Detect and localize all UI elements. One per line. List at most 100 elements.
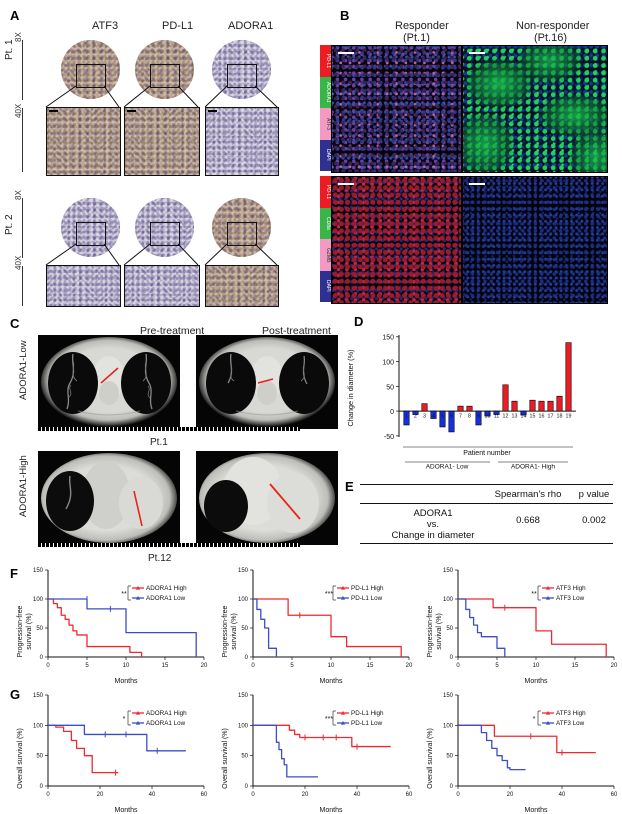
svg-text:Progression-free: Progression-free xyxy=(427,606,434,658)
svg-text:survival (%): survival (%) xyxy=(436,613,443,650)
svg-text:Change in diameter (%): Change in diameter (%) xyxy=(346,349,355,426)
svg-text:15: 15 xyxy=(572,663,579,669)
svg-text:60: 60 xyxy=(201,792,208,798)
svg-text:20: 20 xyxy=(201,663,208,669)
svg-text:50: 50 xyxy=(241,754,248,760)
svg-text:150: 150 xyxy=(382,335,394,342)
svg-text:Overall survival (%): Overall survival (%) xyxy=(427,728,434,789)
svg-text:Progression-free: Progression-free xyxy=(222,606,229,658)
svg-text:0: 0 xyxy=(456,663,460,669)
svg-text:ATF3 Low: ATF3 Low xyxy=(556,595,585,602)
svg-text:5: 5 xyxy=(290,663,294,669)
svg-text:5: 5 xyxy=(495,663,499,669)
svg-text:10: 10 xyxy=(485,414,491,420)
svg-text:40: 40 xyxy=(354,792,361,798)
svg-text:PD-L1 High: PD-L1 High xyxy=(351,585,384,592)
svg-text:20: 20 xyxy=(302,792,309,798)
svg-text:**: ** xyxy=(121,591,127,598)
svg-text:18: 18 xyxy=(557,414,563,420)
svg-text:9: 9 xyxy=(477,414,480,420)
svg-text:ADORA1- Low: ADORA1- Low xyxy=(426,464,469,471)
svg-text:8: 8 xyxy=(468,414,471,420)
svg-text:20: 20 xyxy=(507,792,514,798)
svg-text:0: 0 xyxy=(46,663,50,669)
svg-text:50: 50 xyxy=(36,626,43,632)
svg-text:14: 14 xyxy=(521,414,527,420)
svg-text:ATF3 High: ATF3 High xyxy=(556,585,586,592)
svg-text:50: 50 xyxy=(386,384,394,391)
svg-text:Overall survival (%): Overall survival (%) xyxy=(17,728,24,789)
svg-text:10: 10 xyxy=(533,663,540,669)
svg-text:100: 100 xyxy=(33,597,44,603)
svg-text:50: 50 xyxy=(241,626,248,632)
svg-text:0: 0 xyxy=(390,409,394,416)
svg-text:0: 0 xyxy=(245,784,249,790)
svg-text:2: 2 xyxy=(414,414,417,420)
svg-text:15: 15 xyxy=(367,663,374,669)
svg-text:50: 50 xyxy=(446,626,453,632)
svg-text:Overall survival (%): Overall survival (%) xyxy=(222,728,229,789)
svg-text:100: 100 xyxy=(443,597,454,603)
svg-text:60: 60 xyxy=(611,792,618,798)
svg-text:Months: Months xyxy=(320,807,343,814)
svg-text:Months: Months xyxy=(115,807,138,814)
svg-text:150: 150 xyxy=(33,568,44,574)
svg-text:ADORA1 Low: ADORA1 Low xyxy=(146,595,186,602)
svg-text:0: 0 xyxy=(40,784,44,790)
svg-text:1: 1 xyxy=(405,414,408,420)
svg-text:ADORA1 High: ADORA1 High xyxy=(146,585,187,592)
svg-text:150: 150 xyxy=(238,568,249,574)
svg-text:100: 100 xyxy=(443,723,454,729)
svg-text:15: 15 xyxy=(530,414,536,420)
svg-text:4: 4 xyxy=(432,414,435,420)
svg-text:100: 100 xyxy=(33,723,44,729)
svg-text:50: 50 xyxy=(446,754,453,760)
svg-text:0: 0 xyxy=(450,784,454,790)
svg-text:0: 0 xyxy=(46,792,50,798)
svg-text:***: *** xyxy=(325,716,333,723)
svg-text:10: 10 xyxy=(123,663,130,669)
svg-text:**: ** xyxy=(531,591,537,598)
svg-text:60: 60 xyxy=(406,792,413,798)
svg-text:5: 5 xyxy=(85,663,89,669)
svg-text:-50: -50 xyxy=(384,434,394,441)
svg-text:5: 5 xyxy=(441,414,444,420)
svg-text:***: *** xyxy=(325,591,333,598)
svg-text:*: * xyxy=(123,716,126,723)
svg-text:100: 100 xyxy=(382,359,394,366)
svg-text:*: * xyxy=(533,716,536,723)
svg-text:20: 20 xyxy=(406,663,413,669)
svg-text:survival (%): survival (%) xyxy=(231,613,238,650)
svg-text:7: 7 xyxy=(459,414,462,420)
svg-text:12: 12 xyxy=(503,414,509,420)
svg-text:150: 150 xyxy=(443,693,454,699)
svg-text:ATF3 Low: ATF3 Low xyxy=(556,720,585,727)
svg-text:Months: Months xyxy=(525,678,548,685)
svg-text:ADORA1 Low: ADORA1 Low xyxy=(146,720,186,727)
svg-text:3: 3 xyxy=(423,414,426,420)
svg-text:Months: Months xyxy=(525,807,548,814)
svg-text:20: 20 xyxy=(97,792,104,798)
svg-text:6: 6 xyxy=(450,414,453,420)
svg-text:0: 0 xyxy=(251,792,255,798)
svg-text:19: 19 xyxy=(566,414,572,420)
svg-text:PD-L1 High: PD-L1 High xyxy=(351,710,384,717)
svg-text:PD-L1 Low: PD-L1 Low xyxy=(351,720,383,727)
svg-text:150: 150 xyxy=(33,693,44,699)
svg-text:Months: Months xyxy=(115,678,138,685)
svg-text:PD-L1 Low: PD-L1 Low xyxy=(351,595,383,602)
svg-text:ATF3 High: ATF3 High xyxy=(556,710,586,717)
svg-text:0: 0 xyxy=(450,655,454,661)
svg-text:100: 100 xyxy=(238,597,249,603)
svg-text:150: 150 xyxy=(443,568,454,574)
svg-text:Patient number: Patient number xyxy=(463,450,511,457)
svg-text:ADORA1 High: ADORA1 High xyxy=(146,710,187,717)
svg-text:50: 50 xyxy=(36,754,43,760)
svg-text:13: 13 xyxy=(512,414,518,420)
svg-text:20: 20 xyxy=(611,663,618,669)
svg-text:10: 10 xyxy=(328,663,335,669)
svg-text:0: 0 xyxy=(456,792,460,798)
svg-text:150: 150 xyxy=(238,693,249,699)
svg-text:survival (%): survival (%) xyxy=(26,613,33,650)
svg-text:100: 100 xyxy=(238,723,249,729)
